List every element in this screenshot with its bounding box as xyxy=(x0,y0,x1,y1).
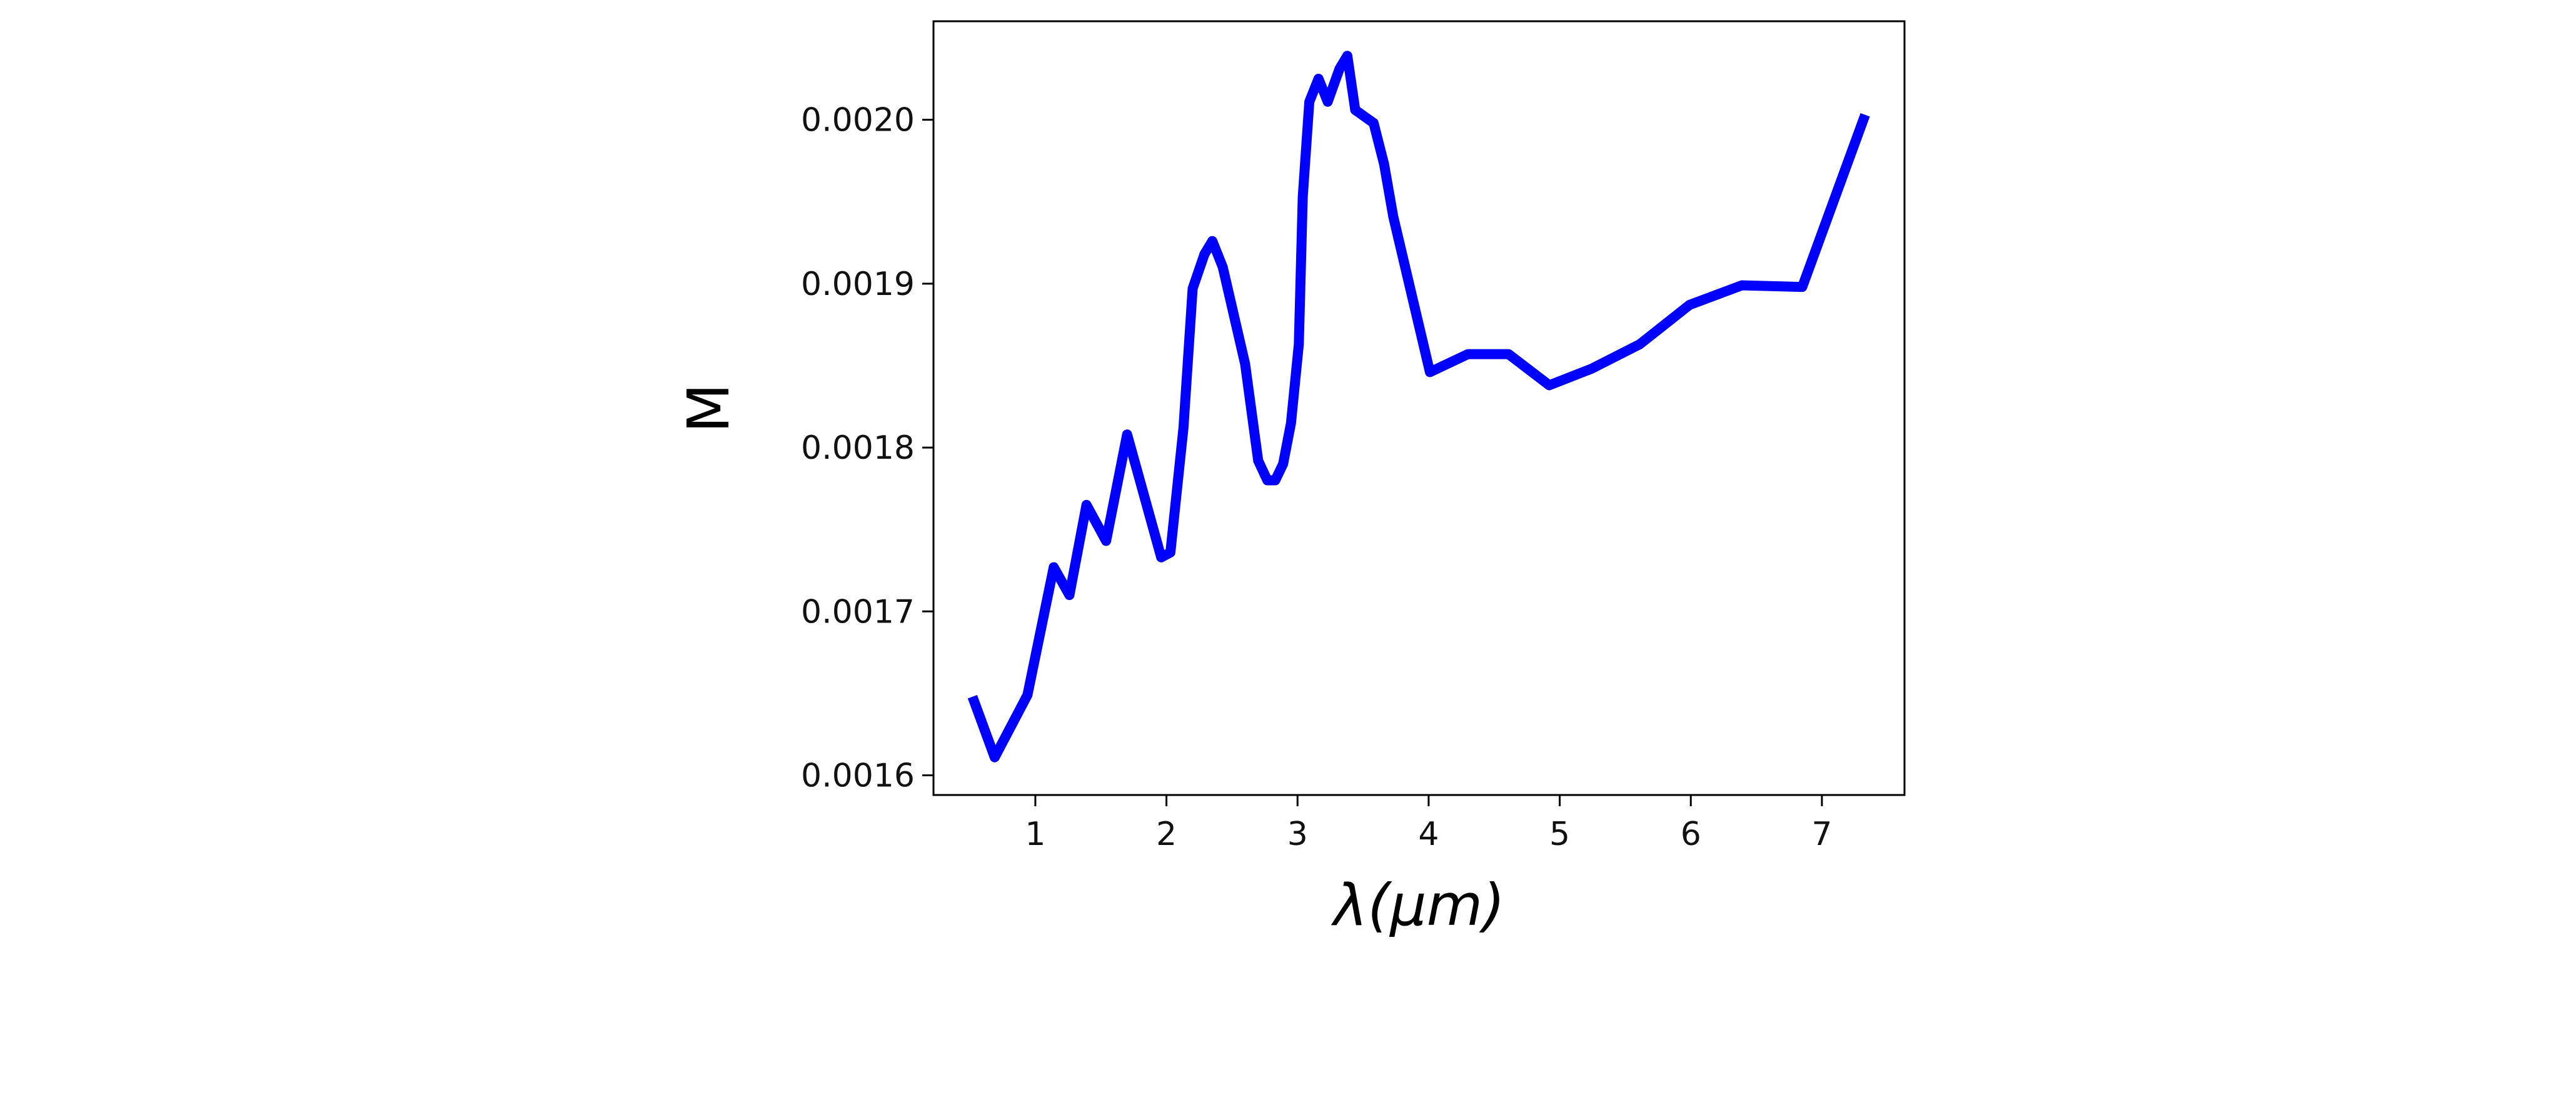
y-tick-label: 0.0018 xyxy=(801,429,915,467)
x-axis-label: λ(μm) xyxy=(1331,872,1505,939)
plot-frame xyxy=(932,20,1906,796)
x-tick-label: 2 xyxy=(1156,816,1177,853)
x-tick-label: 1 xyxy=(1025,816,1045,853)
x-tick-label: 7 xyxy=(1811,816,1832,853)
y-axis-label: M xyxy=(675,383,742,432)
y-tick-label: 0.0019 xyxy=(801,266,915,303)
x-tick-label: 6 xyxy=(1681,816,1701,853)
y-tick-label: 0.0017 xyxy=(801,593,915,631)
y-tick-label: 0.0020 xyxy=(801,102,915,139)
data-line xyxy=(967,51,1870,762)
x-tick-label: 4 xyxy=(1418,816,1439,853)
x-tick-label: 5 xyxy=(1549,816,1570,853)
y-tick-label: 0.0016 xyxy=(801,758,915,795)
x-tick-label: 3 xyxy=(1287,816,1308,853)
